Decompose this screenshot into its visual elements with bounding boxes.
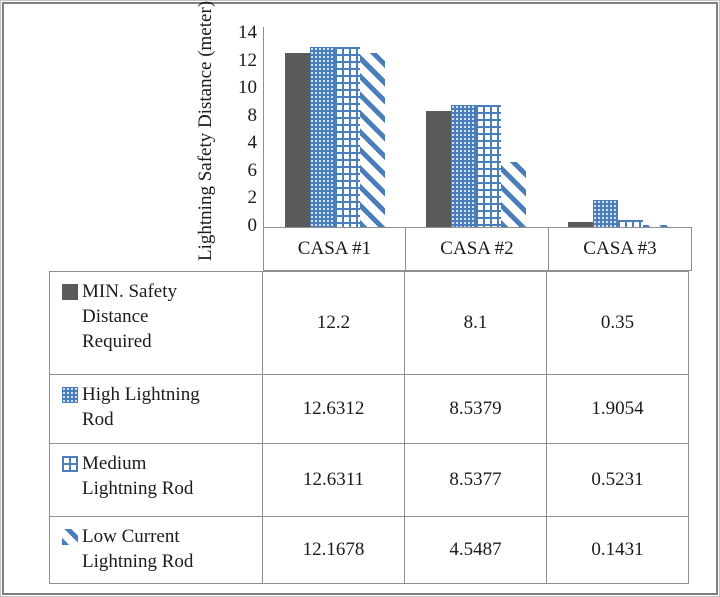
value-cell-min-safety-distance-required-casa-3: 0.35 xyxy=(547,272,689,375)
bar-group-casa-3 xyxy=(547,27,689,227)
y-axis-tick-label: 0 xyxy=(247,215,258,236)
value-cell-min-safety-distance-required-casa-1: 12.2 xyxy=(263,272,405,375)
value-cell-low-current-lightning-rod-casa-2: 4.5487 xyxy=(405,517,547,584)
y-axis-tick-label: 4 xyxy=(247,132,258,154)
bar-medium-lightning-rod-casa-1 xyxy=(334,47,360,227)
value-cell-min-safety-distance-required-casa-2: 8.1 xyxy=(405,272,547,375)
x-axis-category-label-casa-1: CASA #1 xyxy=(264,227,406,271)
value-cell-high-lightning-rod-casa-2: 8.5379 xyxy=(405,375,547,444)
bar-medium-lightning-rod-casa-3 xyxy=(618,220,643,227)
legend-label: High Lightning Rod xyxy=(82,382,200,432)
legend-swatch-dots-icon xyxy=(62,387,78,403)
value-cell-low-current-lightning-rod-casa-1: 12.1678 xyxy=(263,517,405,584)
legend-cell-low-current-lightning-rod: Low Current Lightning Rod xyxy=(50,517,263,584)
bar-medium-lightning-rod-casa-2 xyxy=(476,105,501,227)
legend-label: MIN. Safety Distance Required xyxy=(82,279,177,354)
x-axis-category-row: CASA #1 CASA #2 CASA #3 xyxy=(263,227,692,271)
bar-high-lightning-rod-casa-1 xyxy=(309,47,335,227)
bar-group-casa-2 xyxy=(405,27,547,227)
bar-min-safety-distance-required-casa-3 xyxy=(568,222,593,227)
legend-label-line: Rod xyxy=(82,409,114,430)
bar-min-safety-distance-required-casa-1 xyxy=(284,53,310,227)
legend-label-line: Required xyxy=(82,331,152,352)
plot-area xyxy=(263,27,689,227)
legend-label-line: Medium xyxy=(82,453,147,474)
legend-label: Low Current Lightning Rod xyxy=(82,524,193,574)
legend-label-line: Low Current xyxy=(82,526,180,547)
value-cell-low-current-lightning-rod-casa-3: 0.1431 xyxy=(547,517,689,584)
bar-low-current-lightning-rod-casa-1 xyxy=(359,53,385,227)
x-axis-category-label-casa-3: CASA #3 xyxy=(549,227,692,271)
data-table: MIN. Safety Distance Required 12.2 8.1 0.35 Hi… xyxy=(49,271,689,584)
legend-cell-min-safety-distance-required: MIN. Safety Distance Required xyxy=(50,272,263,375)
legend-swatch-solid-gray-icon xyxy=(62,284,78,300)
value-cell-medium-lightning-rod-casa-2: 8.5377 xyxy=(405,444,547,517)
legend-cell-high-lightning-rod: High Lightning Rod xyxy=(50,375,263,444)
legend-label-line: Lightning Rod xyxy=(82,478,194,499)
y-axis-tick-label: 10 xyxy=(238,77,257,99)
legend-label-line: MIN. Safety xyxy=(82,281,177,302)
y-axis-tick-label: 6 xyxy=(247,159,258,181)
value-cell-medium-lightning-rod-casa-3: 0.5231 xyxy=(547,444,689,517)
legend-swatch-grid-icon xyxy=(62,456,78,472)
legend-label-line: High Lightning xyxy=(82,384,200,405)
bar-high-lightning-rod-casa-3 xyxy=(593,200,618,227)
legend-label-line: Distance xyxy=(82,306,149,327)
legend-cell-medium-lightning-rod: Medium Lightning Rod xyxy=(50,444,263,517)
y-axis-tick-label: 14 xyxy=(238,22,257,43)
legend-label-line: Lightning Rod xyxy=(82,551,194,572)
bar-group-casa-1 xyxy=(264,27,405,227)
x-axis-category-label-casa-2: CASA #2 xyxy=(406,227,549,271)
bar-min-safety-distance-required-casa-2 xyxy=(426,111,451,227)
legend-swatch-diagonal-icon xyxy=(62,529,78,545)
y-axis-tick-label: 2 xyxy=(247,187,258,209)
value-cell-high-lightning-rod-casa-3: 1.9054 xyxy=(547,375,689,444)
y-axis-tick-label: 8 xyxy=(247,104,258,126)
value-cell-high-lightning-rod-casa-1: 12.6312 xyxy=(263,375,405,444)
bar-low-current-lightning-rod-casa-2 xyxy=(501,162,526,227)
y-axis-tick-label: 12 xyxy=(238,49,257,71)
legend-label: Medium Lightning Rod xyxy=(82,451,193,501)
bar-low-current-lightning-rod-casa-3 xyxy=(643,225,668,227)
value-cell-medium-lightning-rod-casa-1: 12.6311 xyxy=(263,444,405,517)
bar-high-lightning-rod-casa-2 xyxy=(451,105,476,227)
